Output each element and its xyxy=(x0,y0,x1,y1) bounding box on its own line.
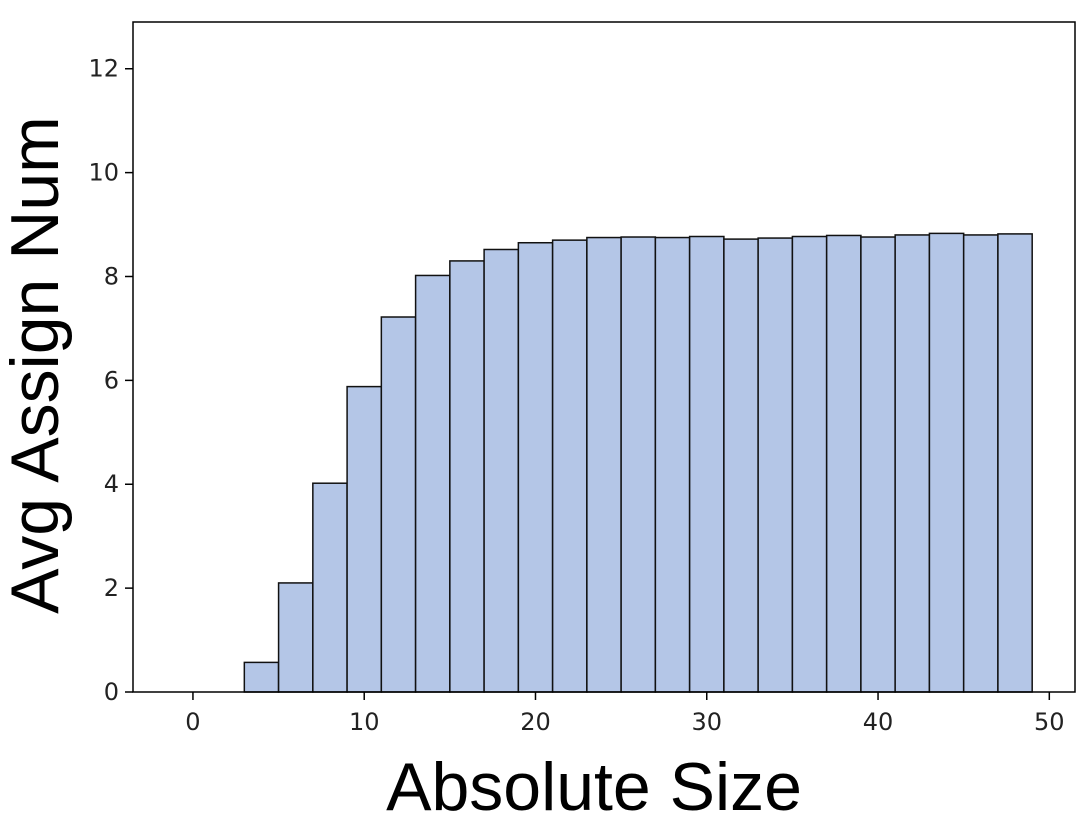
bar xyxy=(586,236,622,693)
bar xyxy=(997,233,1033,693)
x-tick-label: 20 xyxy=(520,708,551,736)
bar xyxy=(414,274,451,693)
x-axis-label: Absolute Size xyxy=(386,749,802,825)
bar xyxy=(277,582,314,693)
bar xyxy=(346,385,383,693)
plot-frame xyxy=(132,21,1076,693)
bars-group xyxy=(243,232,1033,693)
y-tick-label: 0 xyxy=(104,678,119,706)
bar xyxy=(551,239,588,693)
bar xyxy=(757,237,794,693)
y-tick-label: 4 xyxy=(104,470,119,498)
bar xyxy=(654,236,691,693)
bar xyxy=(449,260,485,693)
bar xyxy=(688,235,725,693)
y-tick-label: 2 xyxy=(104,574,119,602)
bar xyxy=(860,236,896,693)
x-tick-label: 10 xyxy=(349,708,380,736)
y-tick-label: 8 xyxy=(104,262,119,290)
x-axis-ticks: 0 10 20 30 40 50 xyxy=(185,692,1065,736)
x-tick-label: 0 xyxy=(185,708,200,736)
y-tick-label: 10 xyxy=(88,159,119,187)
x-tick-label: 50 xyxy=(1034,708,1065,736)
bar xyxy=(312,482,348,693)
x-tick-label: 40 xyxy=(863,708,894,736)
bar xyxy=(791,235,828,693)
bar xyxy=(825,234,862,693)
bar xyxy=(243,661,280,693)
bar xyxy=(483,248,520,693)
x-tick-label: 30 xyxy=(691,708,722,736)
bar xyxy=(620,236,657,693)
y-tick-label: 12 xyxy=(88,55,119,83)
bar xyxy=(723,238,759,693)
y-axis-label: Avg Assign Num xyxy=(0,116,73,614)
bar xyxy=(962,234,999,693)
bar xyxy=(894,234,931,693)
y-tick-label: 6 xyxy=(104,366,119,394)
bar xyxy=(928,232,965,693)
bar xyxy=(380,316,417,693)
bar xyxy=(517,241,554,693)
y-axis-ticks: 0 2 4 6 8 10 12 xyxy=(88,55,133,706)
